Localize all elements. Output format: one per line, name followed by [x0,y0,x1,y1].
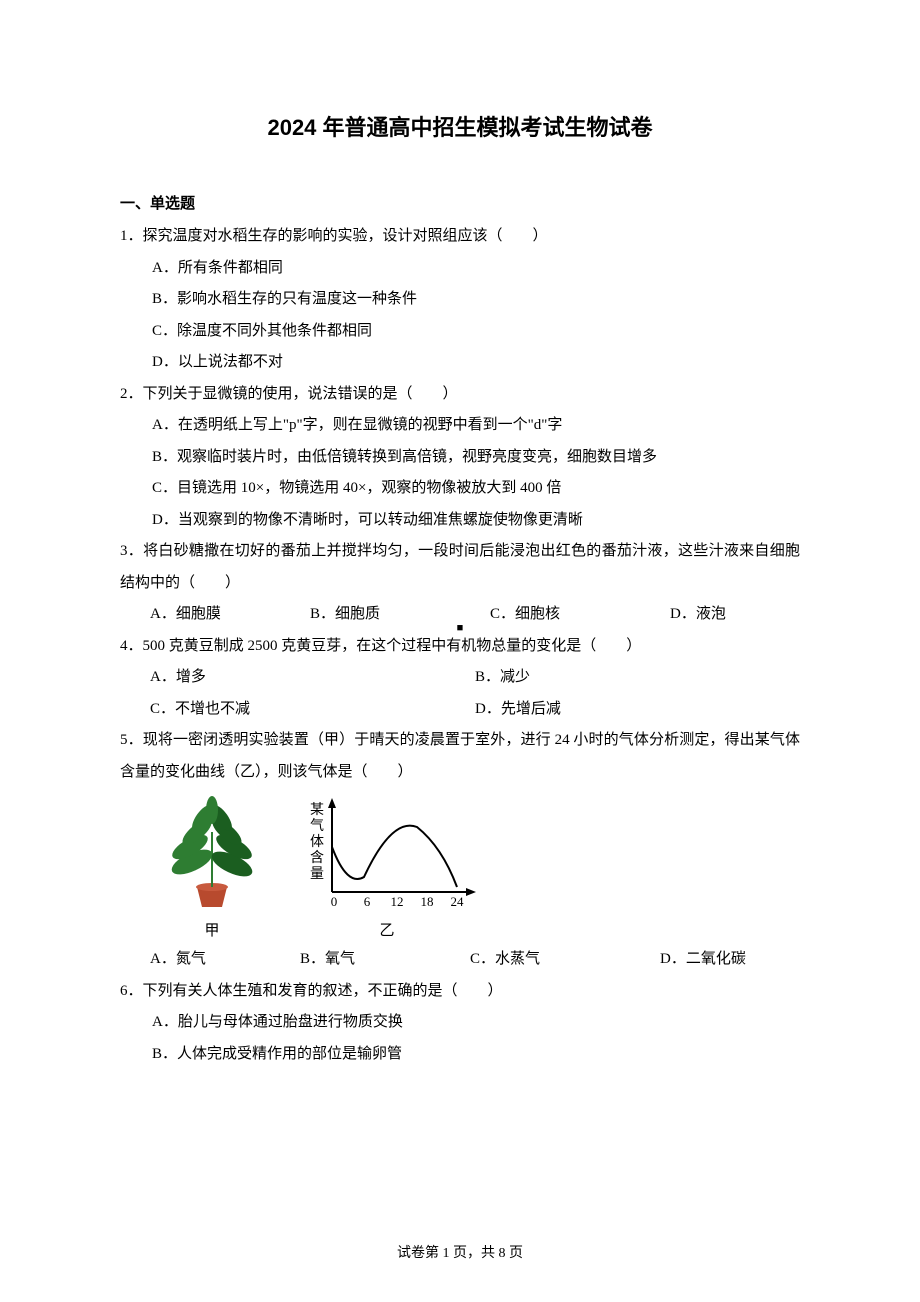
question-2-stem: 2．下列关于显微镜的使用，说法错误的是（ ） [120,379,800,411]
figure-jia: 甲 [152,792,272,940]
y-axis-char-2: 气 [310,818,324,834]
q4-option-b: B．减少 [475,662,800,694]
question-2-options: A．在透明纸上写上"p"字，则在显微镜的视野中看到一个"d"字 B．观察临时装片… [120,410,800,536]
q6-option-a: A．胎儿与母体通过胎盘进行物质交换 [152,1007,800,1039]
figure-yi: 某 气 体 含 量 0 6 12 18 24 乙 [292,792,482,940]
question-3-options: A．细胞膜 B．细胞质 C．细胞核 D．液泡 [120,599,800,631]
q4-option-c: C．不增也不减 [150,694,475,726]
page-footer: 试卷第 1 页，共 8 页 [0,1242,920,1262]
q3-option-d: D．液泡 [670,599,790,631]
q4-option-d: D．先增后减 [475,694,800,726]
q5-option-b: B．氧气 [300,944,470,976]
q1-option-c: C．除温度不同外其他条件都相同 [152,316,800,348]
q4-option-a: A．增多 [150,662,475,694]
question-4-options: A．增多 B．减少 C．不增也不减 D．先增后减 [120,662,800,725]
q1-option-b: B．影响水稻生存的只有温度这一种条件 [152,284,800,316]
question-5-stem: 5．现将一密闭透明实验装置（甲）于晴天的凌晨置于室外，进行 24 小时的气体分析… [120,725,800,788]
q2-option-c: C．目镜选用 10×，物镜选用 40×，观察的物像被放大到 400 倍 [152,473,800,505]
exam-title: 2024 年普通高中招生模拟考试生物试卷 [120,110,800,142]
gas-curve-chart: 某 气 体 含 量 0 6 12 18 24 [292,792,482,912]
q2-option-b: B．观察临时装片时，由低倍镜转换到高倍镜，视野亮度变亮，细胞数目增多 [152,442,800,474]
y-axis-char-4: 含 [310,850,324,866]
q5-option-d: D．二氧化碳 [660,944,800,976]
q3-option-c: C．细胞核 [490,599,670,631]
question-5-options: A．氮气 B．氧气 C．水蒸气 D．二氧化碳 [120,944,800,976]
figure-jia-label: 甲 [152,919,272,940]
question-3-stem: 3．将白砂糖撒在切好的番茄上并搅拌均匀，一段时间后能浸泡出红色的番茄汁液，这些汁… [120,536,800,599]
question-6-options: A．胎儿与母体通过胎盘进行物质交换 B．人体完成受精作用的部位是输卵管 [120,1007,800,1070]
section-heading: 一、单选题 [120,192,800,213]
q5-option-a: A．氮气 [150,944,300,976]
figure-yi-label: 乙 [292,919,482,940]
y-axis-char-5: 量 [310,866,324,882]
question-1-stem: 1．探究温度对水稻生存的影响的实验，设计对照组应该（ ） [120,221,800,253]
x-tick-0: 0 [331,894,338,909]
question-4-stem: 4．500 克黄豆制成 2500 克黄豆芽，在这个过程中有机物总量的变化是（ ） [120,631,800,663]
y-axis-char-1: 某 [310,802,324,818]
q1-option-a: A．所有条件都相同 [152,253,800,285]
q3-option-b: B．细胞质 [310,599,490,631]
plant-icon [152,792,272,912]
x-tick-12: 12 [391,894,404,909]
x-tick-18: 18 [421,894,434,909]
page: 2024 年普通高中招生模拟考试生物试卷 一、单选题 1．探究温度对水稻生存的影… [0,0,920,1302]
y-axis-char-3: 体 [310,834,324,850]
x-tick-24: 24 [451,894,465,909]
q5-option-c: C．水蒸气 [470,944,660,976]
question-6-stem: 6．下列有关人体生殖和发育的叙述，不正确的是（ ） [120,976,800,1008]
q3-option-a: A．细胞膜 [150,599,310,631]
q1-option-d: D．以上说法都不对 [152,347,800,379]
q6-option-b: B．人体完成受精作用的部位是输卵管 [152,1039,800,1071]
q2-option-d: D．当观察到的物像不清晰时，可以转动细准焦螺旋使物像更清晰 [152,505,800,537]
q2-option-a: A．在透明纸上写上"p"字，则在显微镜的视野中看到一个"d"字 [152,410,800,442]
question-1-options: A．所有条件都相同 B．影响水稻生存的只有温度这一种条件 C．除温度不同外其他条… [120,253,800,379]
question-5-figures: 甲 某 气 体 含 量 0 6 12 [120,792,800,940]
x-tick-6: 6 [364,894,371,909]
